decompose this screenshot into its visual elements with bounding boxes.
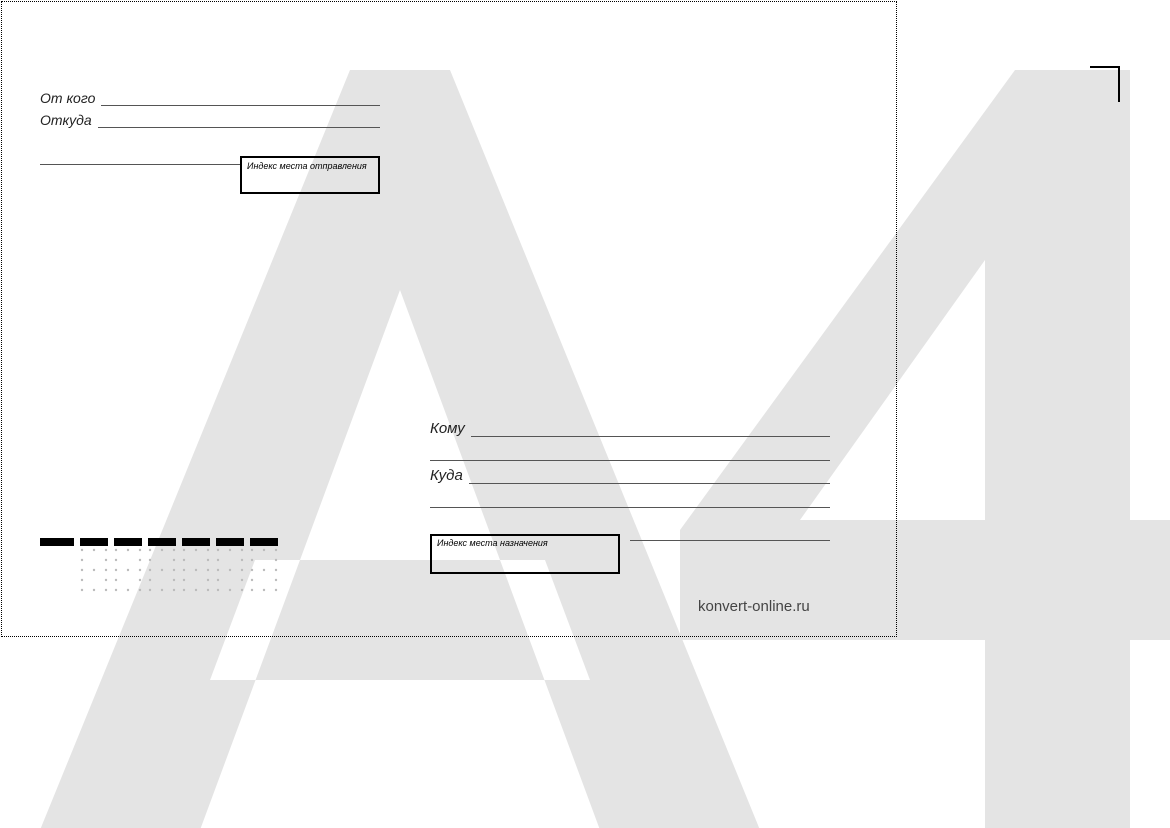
index-cell-2[interactable] — [114, 538, 142, 592]
sender-index-box[interactable]: Индекс места отправления — [240, 156, 380, 194]
index-cell-1[interactable] — [80, 538, 108, 592]
sender-address-row: Откуда — [40, 112, 380, 128]
footer-url: konvert-online.ru — [698, 598, 810, 615]
recipient-index-label: Индекс места назначения — [432, 536, 618, 548]
index-cell-4[interactable] — [182, 538, 210, 592]
recipient-address-label: Куда — [430, 467, 463, 484]
recipient-line-4[interactable] — [430, 490, 830, 508]
recipient-to-row: Кому — [430, 420, 830, 437]
sender-from-label: От кого — [40, 90, 95, 106]
index-leading-bar — [40, 538, 74, 592]
index-cell-5[interactable] — [216, 538, 244, 592]
postal-index-grid — [40, 538, 278, 592]
recipient-extra-line[interactable] — [630, 540, 830, 541]
index-cell-3[interactable] — [148, 538, 176, 592]
recipient-to-label: Кому — [430, 420, 465, 437]
recipient-index-box[interactable]: Индекс места назначения — [430, 534, 620, 574]
recipient-address-row: Куда — [430, 467, 830, 484]
sender-block: От кого Откуда — [40, 90, 380, 134]
recipient-block: Кому Куда — [430, 420, 830, 514]
sender-index-label: Индекс места отправления — [242, 158, 378, 171]
recipient-to-line[interactable] — [471, 423, 830, 437]
stamp-corner-mark — [1090, 66, 1120, 102]
index-cell-6[interactable] — [250, 538, 278, 592]
sender-from-line[interactable] — [101, 92, 380, 106]
sender-address-line[interactable] — [98, 114, 380, 128]
sender-from-row: От кого — [40, 90, 380, 106]
recipient-address-line[interactable] — [469, 470, 830, 484]
recipient-line-2[interactable] — [430, 443, 830, 461]
sender-extra-line[interactable] — [40, 164, 240, 165]
sender-address-label: Откуда — [40, 112, 92, 128]
